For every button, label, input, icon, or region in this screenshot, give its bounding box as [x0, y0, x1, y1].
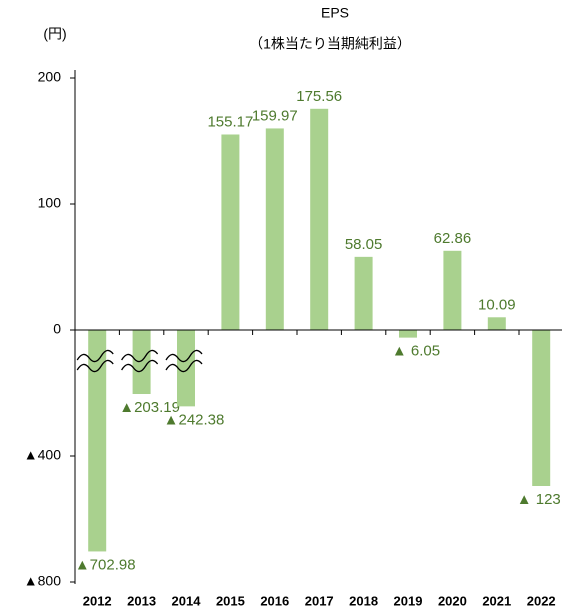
y-tick-label: 0	[53, 321, 61, 337]
y-tick-label: 100	[38, 195, 62, 211]
y-tick-label: ▲800	[24, 573, 61, 589]
x-tick-label: 2022	[527, 593, 556, 608]
bar	[354, 256, 373, 330]
axis-break	[76, 349, 114, 363]
axis-break	[165, 349, 203, 363]
bar	[310, 108, 329, 330]
chart-title: EPS	[321, 5, 349, 21]
bar	[88, 330, 107, 552]
chart-subtitle: （1株当たり当期純利益）	[249, 36, 411, 52]
data-label: ▲242.38	[164, 411, 225, 428]
axis-break	[121, 359, 159, 373]
data-label: 10.09	[478, 296, 516, 313]
bar	[443, 250, 462, 330]
bar	[177, 330, 195, 407]
y-tick-label: 200	[38, 69, 62, 85]
x-tick-label: 2012	[83, 593, 112, 608]
x-tick-label: 2019	[394, 593, 423, 608]
axis-break	[76, 359, 114, 373]
data-label: 58.05	[345, 236, 383, 253]
bar	[532, 330, 551, 487]
x-tick-label: 2021	[482, 593, 511, 608]
x-tick-label: 2014	[172, 593, 202, 608]
axis-break	[165, 359, 203, 373]
data-label: 159.97	[252, 107, 298, 124]
bar	[132, 330, 151, 395]
data-label: ▲203.19	[119, 399, 180, 416]
axis-break	[121, 349, 159, 363]
bar	[399, 330, 417, 338]
data-label: 155.17	[207, 113, 253, 130]
bar	[221, 134, 240, 330]
data-label: ▲ 6.05	[392, 343, 440, 360]
data-label: 62.86	[434, 230, 472, 247]
x-tick-label: 2017	[305, 593, 334, 608]
data-label: ▲ 123.81	[517, 491, 562, 508]
x-tick-label: 2016	[260, 593, 289, 608]
bar	[265, 128, 284, 330]
bar	[487, 317, 506, 330]
y-axis-label: (円)	[43, 26, 66, 42]
data-label: 175.56	[296, 88, 342, 105]
x-tick-label: 2018	[349, 593, 378, 608]
x-tick-label: 2013	[127, 593, 156, 608]
x-tick-label: 2015	[216, 593, 245, 608]
data-label: ▲702.98	[75, 556, 136, 573]
x-tick-label: 2020	[438, 593, 467, 608]
y-tick-label: ▲400	[24, 447, 61, 463]
